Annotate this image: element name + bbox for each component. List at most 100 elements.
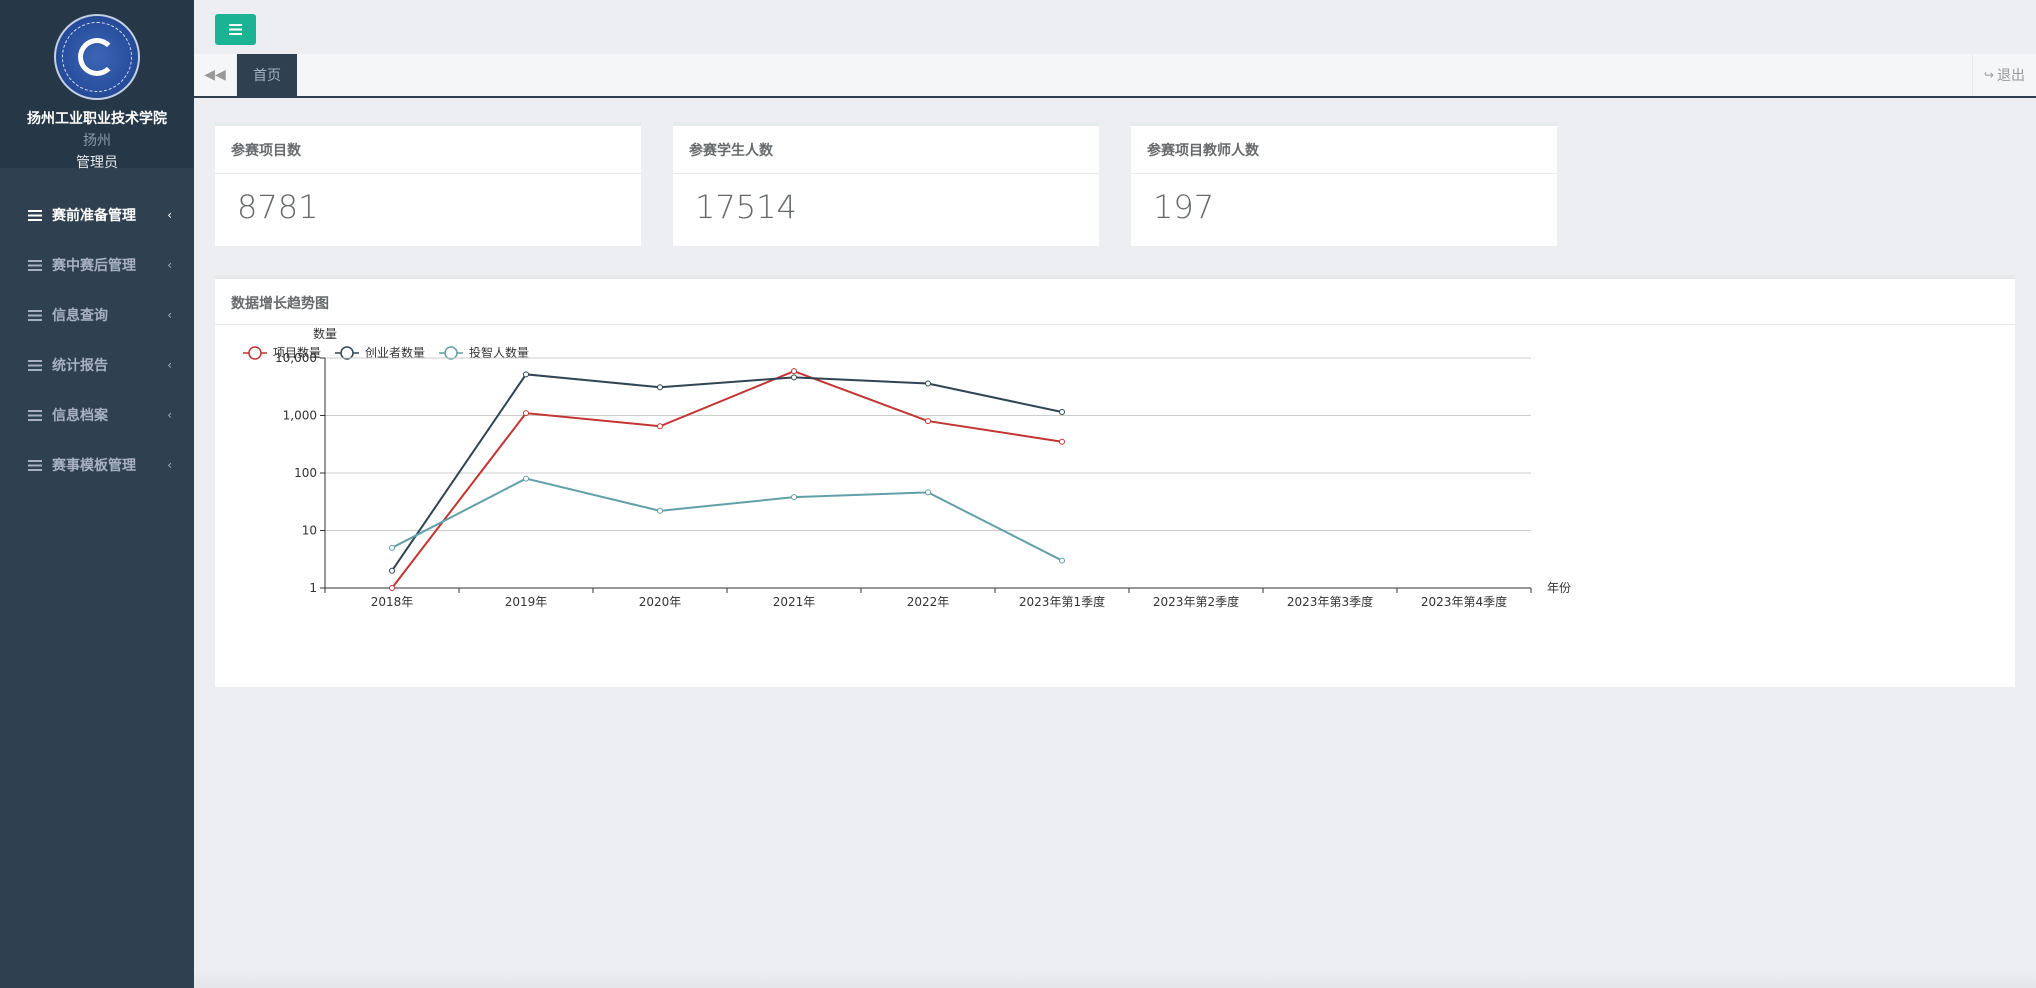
x-tick-label-5: 2023年第1季度 — [1019, 594, 1105, 609]
school-logo — [54, 14, 140, 100]
list-icon — [28, 309, 42, 321]
list-icon — [28, 209, 42, 221]
sidebar-item-pre-competition[interactable]: 赛前准备管理 ‹ — [0, 190, 194, 240]
y-tick-label-4: 10,000 — [275, 351, 317, 365]
top-navbar — [194, 0, 2036, 54]
data-point-2-4 — [925, 489, 931, 496]
tab-home-label: 首页 — [253, 68, 281, 84]
data-point-0-1 — [523, 410, 529, 417]
sidebar-item-label: 赛前准备管理 — [52, 208, 136, 224]
series-line-2 — [391, 477, 1063, 562]
sidebar-item-label: 统计报告 — [52, 358, 108, 374]
chevron-left-icon: ‹ — [167, 308, 172, 322]
legend-label-1: 创业者数量 — [365, 345, 425, 360]
hamburger-icon — [229, 24, 242, 35]
legend-marker-0 — [248, 346, 262, 360]
x-axis-label: 年份 — [1547, 581, 1571, 595]
sidebar-item-template-manage[interactable]: 赛事模板管理 ‹ — [0, 440, 194, 490]
stat-card-teachers: 参赛项目教师人数 197 — [1131, 122, 1557, 246]
x-tick-label-7: 2023年第3季度 — [1287, 594, 1373, 609]
stat-card-value: 8781 — [237, 188, 319, 226]
data-point-2-3 — [791, 494, 797, 501]
series-line-1 — [391, 373, 1063, 572]
tab-scroll-left-button[interactable]: ◀◀ — [194, 54, 237, 96]
sidebar-item-label: 信息查询 — [52, 308, 108, 324]
y-tick-label-0: 1 — [309, 581, 317, 595]
logo-ring — [62, 22, 132, 92]
y-axis-label: 数量 — [313, 326, 337, 341]
sidebar-item-label: 信息档案 — [52, 408, 108, 424]
user-role: 管理员 — [76, 155, 118, 171]
data-point-1-5 — [1059, 409, 1065, 416]
legend-marker-1 — [340, 346, 354, 360]
data-point-1-2 — [657, 384, 663, 391]
legend-label-2: 投智人数量 — [469, 345, 529, 360]
data-point-0-3 — [791, 368, 797, 375]
y-tick-label-2: 100 — [294, 466, 317, 480]
data-point-0-4 — [925, 418, 931, 425]
data-point-2-2 — [657, 507, 663, 514]
data-point-1-1 — [523, 371, 529, 378]
trend-chart: 项目数量 创业者数量 投智人数量 数量 1 10 100 1,000 10,000 2018年 20… — [243, 326, 1571, 609]
tab-home[interactable]: 首页 — [237, 54, 297, 96]
logout-label: 退出 — [1997, 68, 2026, 84]
chevron-left-icon: ‹ — [167, 208, 172, 222]
list-icon — [28, 359, 42, 371]
x-tick-label-4: 2022年 — [907, 595, 950, 609]
data-point-0-0 — [389, 585, 395, 591]
data-point-1-4 — [925, 380, 931, 387]
list-icon — [28, 409, 42, 421]
stat-card-students: 参赛学生人数 17514 — [673, 122, 1099, 246]
chevron-left-icon: ‹ — [167, 258, 172, 272]
chevron-left-icon: ‹ — [167, 458, 172, 472]
sidebar-item-mid-post-competition[interactable]: 赛中赛后管理 ‹ — [0, 240, 194, 290]
y-tick-label-3: 1,000 — [283, 409, 317, 423]
double-chevron-left-icon: ◀◀ — [204, 67, 226, 83]
sidebar-item-info-query[interactable]: 信息查询 ‹ — [0, 290, 194, 340]
logo-emblem — [78, 38, 116, 76]
sidebar-item-label: 赛中赛后管理 — [52, 258, 136, 274]
x-tick-label-8: 2023年第4季度 — [1421, 594, 1507, 609]
series-line-0 — [391, 370, 1063, 589]
data-point-2-5 — [1059, 557, 1065, 564]
list-icon — [28, 259, 42, 271]
tabs-bar: ◀◀ 首页 ↪ 退出 — [194, 54, 2036, 98]
chart-title: 数据增长趋势图 — [215, 279, 2015, 325]
chevron-left-icon: ‹ — [167, 408, 172, 422]
x-tick-label-0: 2018年 — [371, 595, 414, 609]
y-tick-label-1: 10 — [302, 524, 317, 538]
school-city: 扬州 — [83, 133, 111, 149]
sidebar-item-info-archive[interactable]: 信息档案 ‹ — [0, 390, 194, 440]
data-point-2-1 — [523, 475, 529, 482]
trend-chart-panel: 数据增长趋势图 项目数量 创业者数量 投智人数量 数量 1 10 100 1,000 10,00… — [215, 275, 2015, 687]
profile-header: 扬州工业职业技术学院 扬州 管理员 — [0, 0, 194, 171]
sidebar-item-stats-report[interactable]: 统计报告 ‹ — [0, 340, 194, 390]
x-tick-label-3: 2021年 — [773, 595, 816, 609]
x-tick-label-6: 2023年第2季度 — [1153, 594, 1239, 609]
list-icon — [28, 459, 42, 471]
data-point-1-3 — [791, 374, 797, 381]
stat-card-value: 197 — [1153, 188, 1215, 226]
stat-card-title: 参赛学生人数 — [673, 126, 1099, 174]
stat-card-projects: 参赛项目数 8781 — [215, 122, 641, 246]
school-name: 扬州工业职业技术学院 — [27, 111, 167, 127]
sign-out-icon: ↪ — [1983, 68, 1995, 82]
sidebar-menu: 赛前准备管理 ‹ 赛中赛后管理 ‹ 信息查询 ‹ 统计报告 ‹ 信息档案 ‹ 赛… — [0, 190, 194, 490]
logout-button[interactable]: ↪ 退出 — [1972, 54, 2036, 96]
x-tick-label-2: 2020年 — [639, 595, 682, 609]
sidebar-item-label: 赛事模板管理 — [52, 458, 136, 474]
legend-label-0: 项目数量 — [273, 345, 321, 360]
legend-marker-2 — [444, 346, 458, 360]
stat-card-value: 17514 — [695, 188, 797, 226]
stat-card-title: 参赛项目教师人数 — [1131, 126, 1557, 174]
page-bottom-shadow — [194, 972, 2036, 988]
data-point-0-5 — [1059, 438, 1065, 445]
data-point-2-0 — [389, 544, 395, 551]
stat-card-title: 参赛项目数 — [215, 126, 641, 174]
chevron-left-icon: ‹ — [167, 358, 172, 372]
sidebar: 扬州工业职业技术学院 扬州 管理员 赛前准备管理 ‹ 赛中赛后管理 ‹ 信息查询… — [0, 0, 194, 988]
menu-toggle-button[interactable] — [215, 14, 256, 45]
data-point-1-0 — [389, 567, 395, 574]
x-tick-label-1: 2019年 — [505, 595, 548, 609]
data-point-0-2 — [657, 423, 663, 430]
